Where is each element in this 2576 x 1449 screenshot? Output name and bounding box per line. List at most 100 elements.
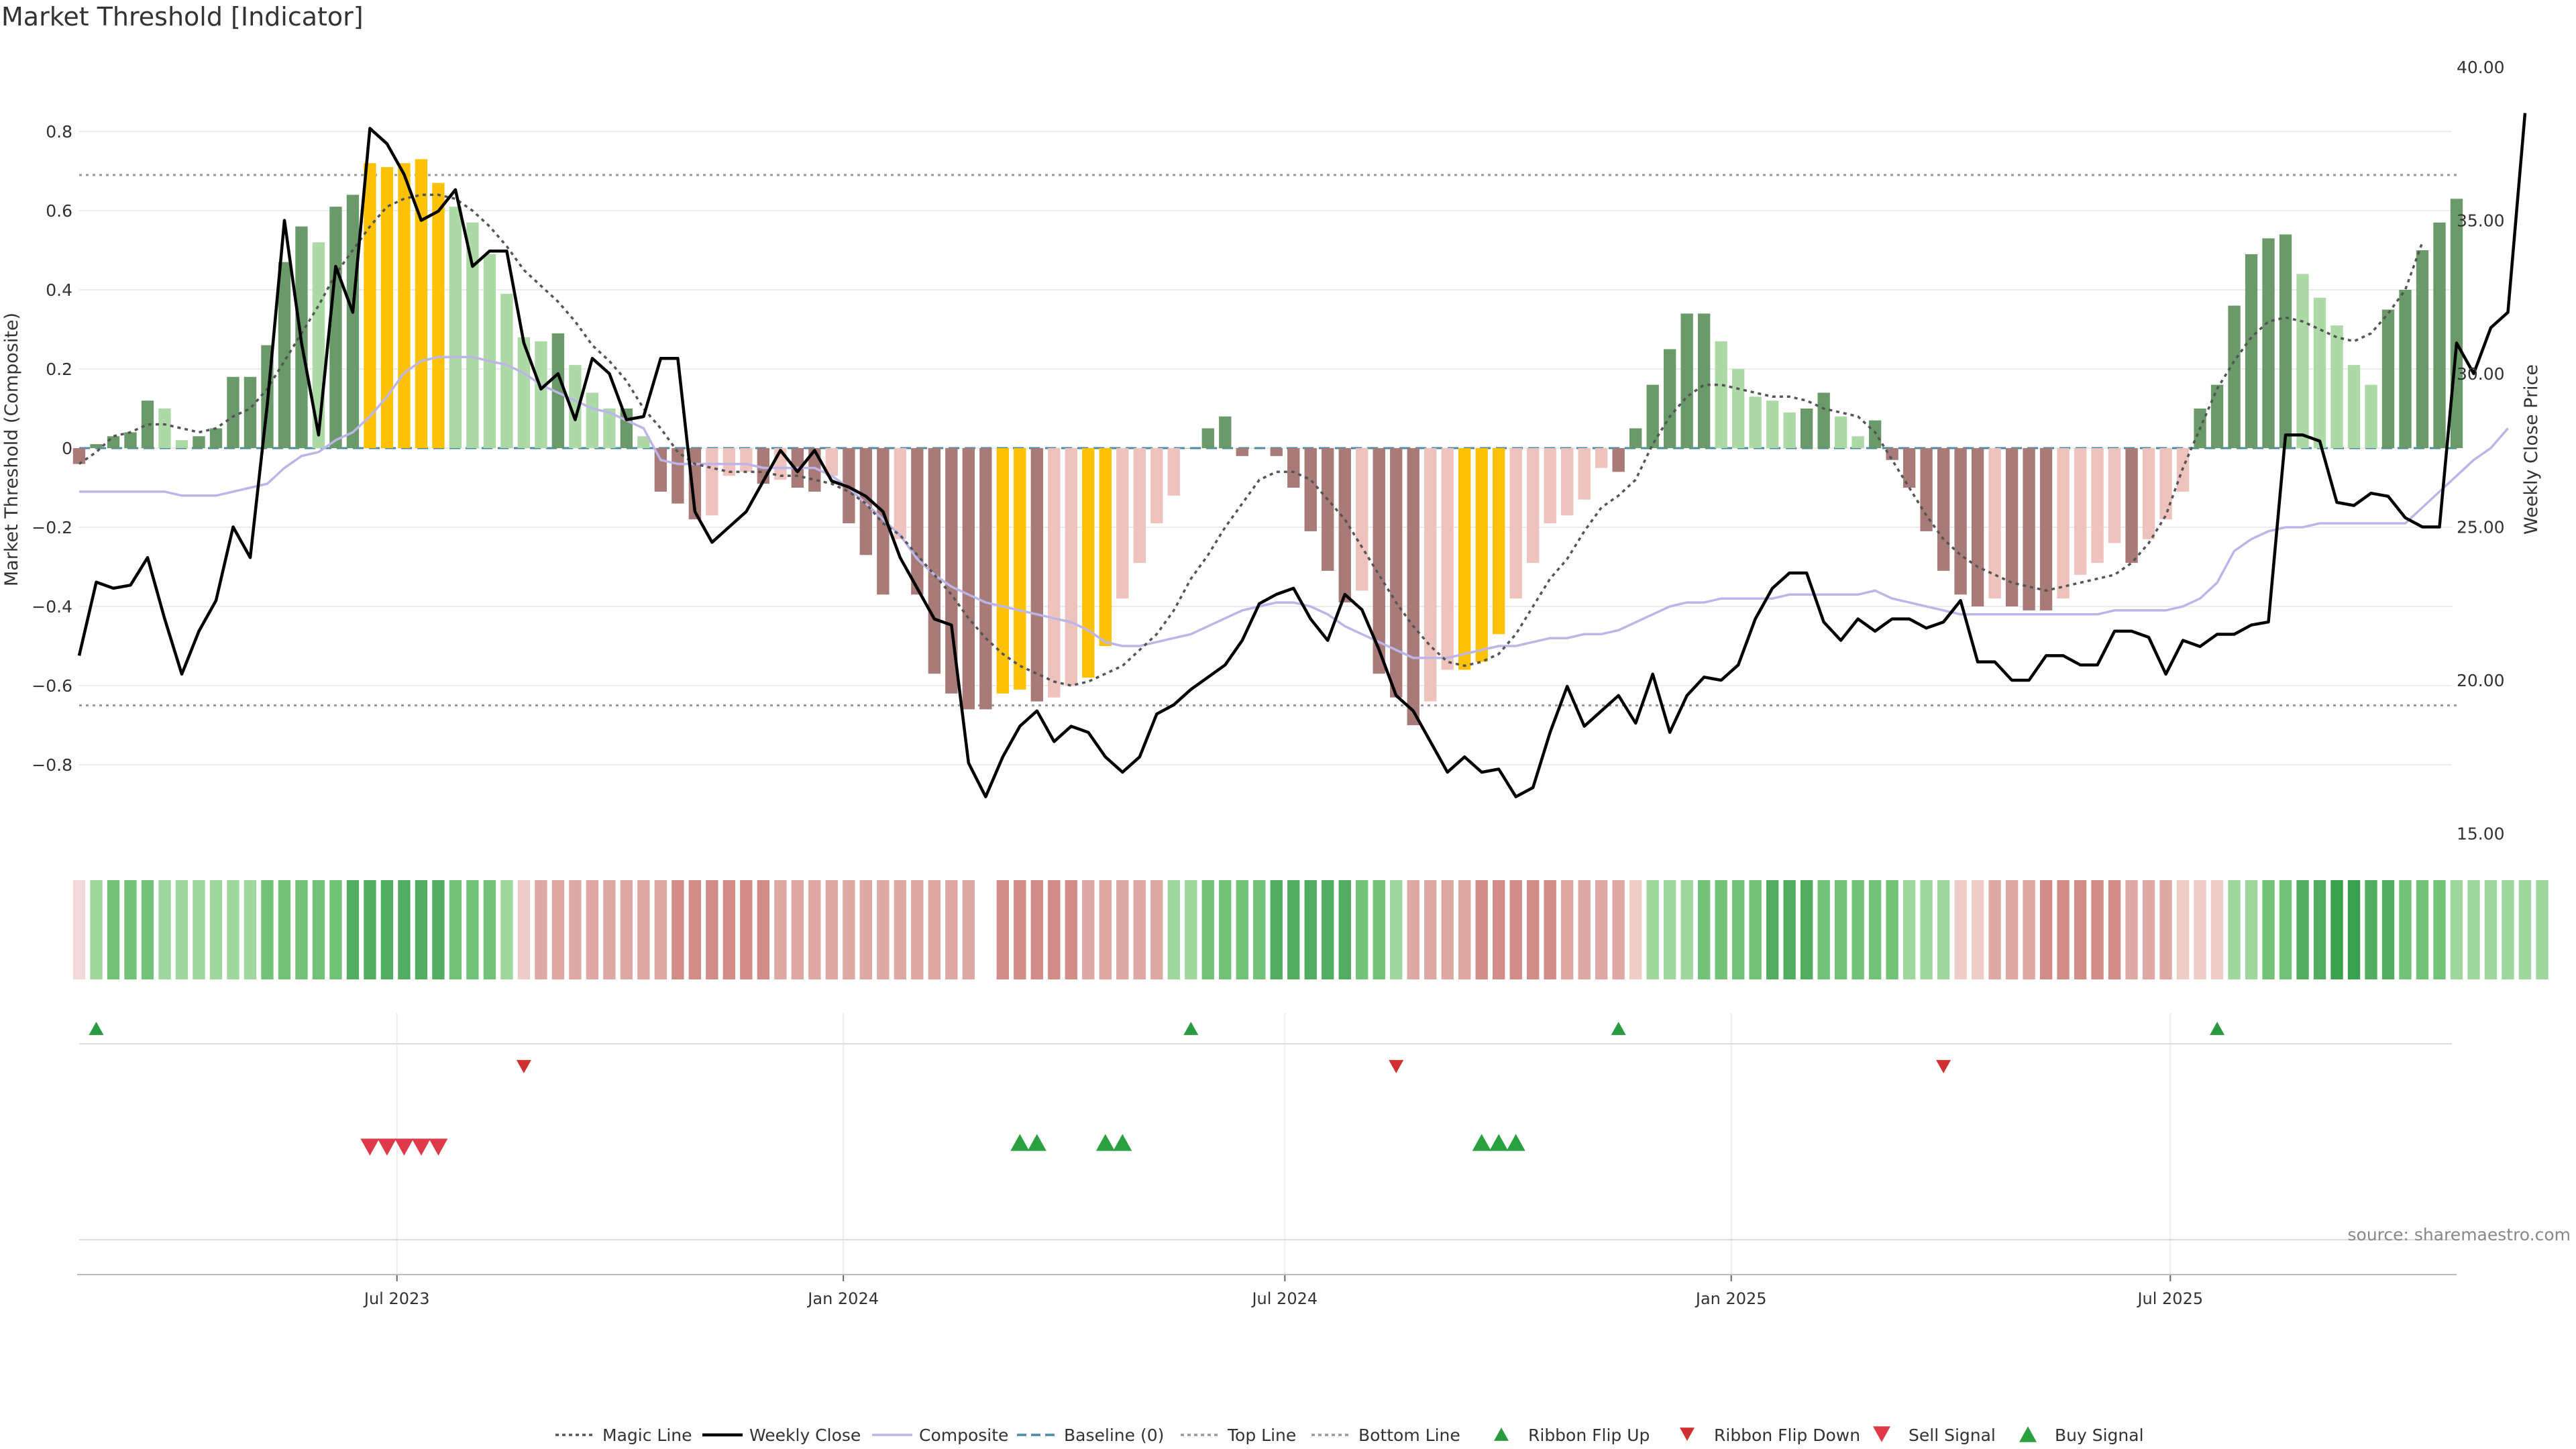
ribbon-cell [1578,880,1591,979]
histogram-bar [1304,448,1317,531]
ribbon-cell [1834,880,1847,979]
histogram-bar [1201,428,1214,448]
ribbon-cell [962,880,975,979]
ribbon-cell [535,880,547,979]
histogram-bar [996,448,1009,694]
ribbon-cell [2536,880,2548,979]
ribbon-cell [124,880,137,979]
legend-label: Ribbon Flip Down [1714,1426,1860,1445]
histogram-bar [1646,384,1659,448]
ribbon-cell [1236,880,1248,979]
ribbon-cell [500,880,513,979]
histogram-bar [517,337,531,448]
histogram-bar [483,254,496,448]
y-tick-label-left: 0.8 [46,122,72,142]
histogram-bar [90,444,103,448]
histogram-bar [1817,392,1830,448]
ribbon-cell [312,880,325,979]
ribbon-cell [1065,880,1077,979]
histogram-bar [962,448,975,710]
ribbon-cell [1715,880,1727,979]
histogram-bar [1527,448,1540,564]
ribbon-cell [227,880,239,979]
histogram-bar [1356,448,1368,591]
histogram-bar [2005,448,2019,606]
ribbon-cell [2210,880,2224,979]
ribbon-cell [1424,880,1437,979]
ribbon-cell [945,880,958,979]
ribbon-cell [1475,880,1488,979]
histogram-bar [654,448,667,492]
ribbon-cell [2005,880,2019,979]
histogram-bar [1014,448,1026,690]
y-axis-label-right: Weekly Close Price [2521,364,2542,535]
histogram-bar [2399,290,2412,448]
ribbon-cell [380,880,394,979]
y-axis-label-left: Market Threshold (Composite) [1,313,22,586]
ribbon-cell [90,880,103,979]
y-tick-label-left: 0.4 [46,280,72,300]
histogram-bar [859,448,873,555]
ribbon-cell [1509,880,1522,979]
series-lines [77,113,2527,798]
histogram-bar [1253,448,1266,449]
ribbon-cell [688,880,702,979]
histogram-bar [688,448,702,520]
histogram-bar [620,409,633,448]
ribbon-cell [2502,880,2514,979]
ribbon-cell [2279,880,2292,979]
ribbon-cell [2039,880,2053,979]
ribbon-cell [996,880,1009,979]
ribbon-cell [1902,880,1916,979]
weekly-close-line [77,113,2527,798]
histogram-bar [1219,416,1232,448]
histogram-bar [278,262,291,448]
histogram-bar [1902,448,1916,488]
histogram-bar [1475,448,1488,662]
histogram-bar [2039,448,2053,610]
histogram-bar [2142,448,2155,539]
ribbon-cell [877,880,890,979]
histogram-bar [2262,238,2275,448]
histogram-bar [1578,448,1591,500]
histogram-bar [979,448,992,710]
ribbon-cell [278,880,291,979]
histogram-bar [2365,384,2377,448]
legend-label: Sell Signal [1909,1426,1996,1445]
x-tick-label: Jan 2024 [806,1289,879,1308]
magic-line [78,193,2424,687]
ribbon-cell [1561,880,1574,979]
ribbon-cell [620,880,633,979]
histogram-bar [1185,448,1197,449]
histogram-bar [2450,199,2463,448]
histogram-bar [1509,448,1522,599]
ribbon-cell [1030,880,1043,979]
x-tick-label: Jul 2025 [2136,1289,2203,1308]
histogram-bar [1680,313,1693,448]
histogram-bar [227,376,239,448]
sell-signal-marker [394,1138,414,1156]
histogram-bar [158,409,171,448]
histogram-bar [2347,365,2361,448]
histogram-bar [825,448,839,476]
ribbon-cell [1971,880,1984,979]
y-tick-label-right: 25.00 [2457,518,2505,537]
histogram-bar [928,448,941,674]
ribbon-cell [1800,880,1813,979]
legend-item: Ribbon Flip Up [1494,1426,1650,1445]
ribbon-flip-down-marker [1389,1060,1404,1073]
histogram-bar [1561,448,1574,516]
y-tick-label-right: 40.00 [2457,58,2505,77]
histogram-bar [1493,448,1505,635]
ribbon-cell [1544,880,1556,979]
legend-label: Bottom Line [1358,1426,1460,1445]
ribbon-cell [1287,880,1300,979]
ribbon-cell [2399,880,2412,979]
ribbon-cell [1082,880,1095,979]
histogram-bar [1697,313,1711,448]
legend-swatch [1494,1428,1509,1441]
ribbon-cell [415,880,428,979]
legend-label: Buy Signal [2055,1426,2144,1445]
ribbon-cell [2365,880,2377,979]
ribbon-flip-down-marker [1936,1060,1951,1073]
